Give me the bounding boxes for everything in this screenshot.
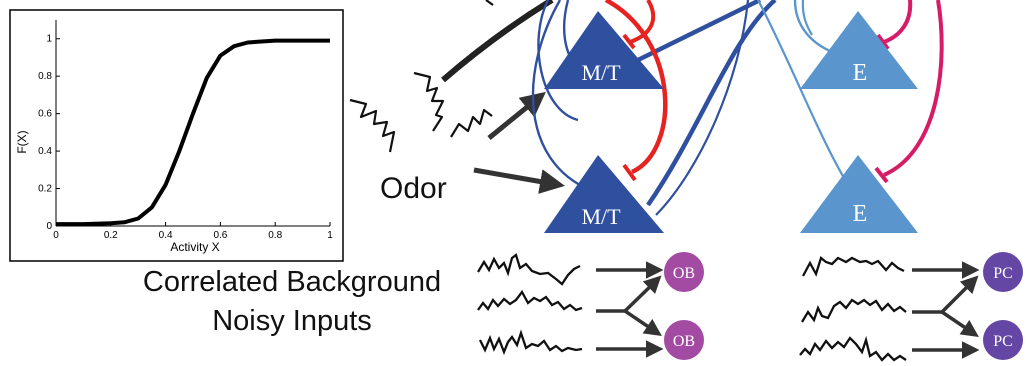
pc-node-bottom-label: PC [993, 333, 1013, 350]
noise-trace-right-2 [801, 298, 907, 323]
chart-frame [9, 9, 344, 262]
e-inhibition-bottom-bar [874, 166, 889, 184]
mt-inhibition-top-bar [622, 33, 636, 50]
ob-node-bottom [664, 320, 704, 360]
x-tick-label: 0.2 [104, 230, 118, 241]
y-tick-label: 0 [46, 221, 52, 232]
odor-input-line [441, 0, 554, 83]
ob-node-top-label: OB [673, 265, 695, 282]
mt-cell-top-label: M/T [581, 60, 621, 85]
noise-trace-left-3 [478, 329, 583, 356]
sigmoid-chart: 0 0.2 0.4 0.6 0.8 1 0 0.2 0.4 0.6 0.8 1 F(X) Activi… [9, 9, 344, 262]
odor-arrow-lower [473, 167, 565, 194]
mt-to-e-thick-1 [637, 0, 761, 63]
noise-trace-left-2 [477, 289, 583, 312]
e-cell-top [800, 11, 918, 89]
mt-inhibition-bottom [604, 0, 668, 175]
sigmoid-curve [56, 38, 330, 227]
noise-trace-right-1 [801, 256, 905, 277]
odor-squiggle-2 [413, 71, 445, 132]
ob-node-top [664, 252, 704, 292]
pc-arrow-split-down [941, 310, 979, 337]
odor-squiggle-4 [485, 0, 494, 6]
pc-node-top [983, 252, 1023, 292]
odor-label: Odor [380, 172, 447, 205]
mt-lateral-curve-1 [531, 0, 591, 192]
mt-cell-bottom-label: M/T [581, 204, 621, 229]
mt-cell-top [544, 11, 664, 89]
mt-to-e-thick-2 [646, 0, 777, 207]
e-cell-bottom-label: E [853, 201, 868, 227]
ob-arrow-split-up [623, 275, 662, 313]
background-label-line2: Noisy Inputs [212, 305, 372, 337]
e-curve-3 [801, 0, 813, 36]
network-diagram: M/T M/T E E Odor Correlated Background N… [143, 0, 1023, 362]
pc-node-bottom [983, 320, 1023, 360]
noise-trace-right-3 [799, 335, 907, 362]
chart-ylabel: F(X) [15, 130, 29, 153]
ob-arrow-split-down [624, 309, 662, 336]
x-tick-label: 1 [327, 230, 333, 241]
x-tick-label: 0.4 [159, 230, 173, 241]
x-tick-label: 0 [53, 230, 59, 241]
x-tick-label: 0.8 [268, 230, 282, 241]
e-inhibition-top [883, 0, 913, 44]
odor-squiggle-1 [349, 98, 396, 153]
y-tick-label: 0.2 [38, 184, 52, 195]
mt-to-e-thin [655, 0, 750, 216]
chart-xlabel: Activity X [170, 240, 219, 254]
noise-trace-left-1 [477, 253, 581, 286]
y-tick-label: 0.6 [38, 109, 52, 120]
ob-node-bottom-label: OB [673, 333, 695, 350]
y-tick-label: 1 [46, 34, 52, 45]
y-tick-label: 0.8 [38, 71, 52, 82]
background-label-line1: Correlated Background [143, 266, 441, 298]
e-inhibition-top-bar [876, 33, 890, 51]
pc-node-top-label: PC [993, 265, 1013, 282]
e-inhibition-bottom [883, 0, 944, 177]
mt-inhibition-top [629, 0, 656, 44]
plot-area: 0 0.2 0.4 0.6 0.8 1 0 0.2 0.4 0.6 0.8 1 [38, 20, 333, 241]
e-cell-bottom [800, 155, 918, 233]
e-curve-1 [757, 0, 851, 189]
mt-lateral-curve-2 [537, 0, 579, 122]
y-tick-label: 0.4 [38, 146, 52, 157]
mt-inhibition-bottom-bar [622, 163, 637, 182]
odor-squiggle-3 [450, 108, 493, 138]
mt-cell-bottom [544, 155, 664, 233]
e-cell-top-label: E [853, 60, 868, 86]
x-tick-label: 0.6 [213, 230, 227, 241]
pc-arrow-split-up [940, 275, 979, 314]
